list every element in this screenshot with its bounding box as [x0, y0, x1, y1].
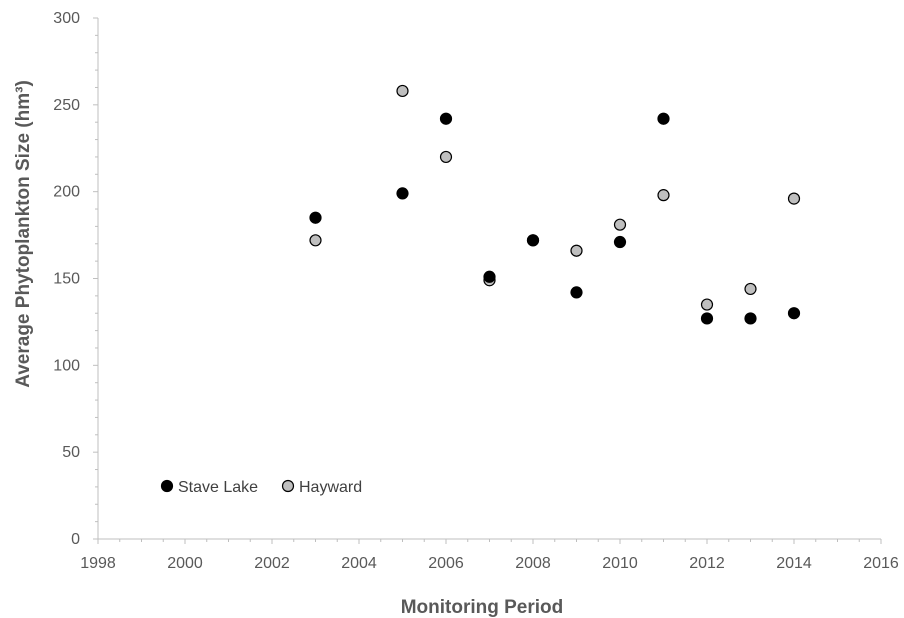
point-stave-lake	[526, 234, 540, 247]
x-tick-label: 2002	[254, 555, 290, 572]
x-tick-label: 2010	[602, 555, 638, 572]
legend-label-hayward: Hayward	[299, 479, 362, 496]
x-axis-ticks: 1998 2000 2002 2004 2006 2008 2010 2012 2014 2016	[80, 539, 899, 572]
y-tick-label: 300	[53, 10, 80, 27]
y-axis-ticks: 0 50 100 150 200 250 300	[53, 10, 98, 548]
point-hayward	[570, 244, 583, 257]
point-stave-lake	[396, 187, 409, 200]
point-stave-lake	[787, 307, 801, 320]
point-stave-lake	[700, 312, 714, 325]
point-hayward	[787, 192, 801, 205]
y-tick-label: 250	[53, 97, 80, 114]
point-stave-lake	[657, 112, 670, 125]
point-hayward	[309, 234, 322, 247]
y-tick-label: 200	[53, 184, 80, 201]
point-hayward	[396, 84, 409, 98]
point-stave-lake	[570, 286, 583, 299]
legend-marker-hayward	[281, 479, 295, 493]
point-hayward	[613, 218, 627, 231]
y-axis-title: Average Phytoplankton Size (hm³)	[13, 80, 34, 388]
x-tick-label: 2004	[341, 555, 377, 572]
legend-marker-stave-lake	[160, 479, 174, 493]
point-stave-lake	[309, 211, 322, 224]
point-hayward	[439, 150, 453, 164]
point-stave-lake	[439, 112, 453, 125]
y-tick-label: 150	[53, 271, 80, 288]
x-tick-label: 2000	[167, 555, 203, 572]
x-tick-label: 1998	[80, 555, 116, 572]
data-points	[309, 84, 801, 325]
legend-label-stave-lake: Stave Lake	[178, 479, 258, 496]
x-tick-label: 2016	[863, 555, 899, 572]
x-tick-label: 2008	[515, 555, 551, 572]
legend: Stave Lake Hayward	[160, 479, 362, 496]
point-hayward	[744, 282, 757, 296]
y-tick-label: 0	[71, 531, 80, 548]
point-stave-lake	[744, 312, 757, 325]
point-stave-lake	[483, 270, 496, 283]
x-tick-label: 2012	[689, 555, 725, 572]
y-tick-label: 100	[53, 357, 80, 374]
x-axis-title: Monitoring Period	[401, 597, 564, 618]
y-tick-label: 50	[62, 444, 80, 461]
point-stave-lake	[613, 235, 627, 249]
point-hayward	[700, 298, 714, 311]
point-hayward	[657, 189, 670, 202]
x-tick-label: 2006	[428, 555, 464, 572]
x-tick-label: 2014	[776, 555, 812, 572]
